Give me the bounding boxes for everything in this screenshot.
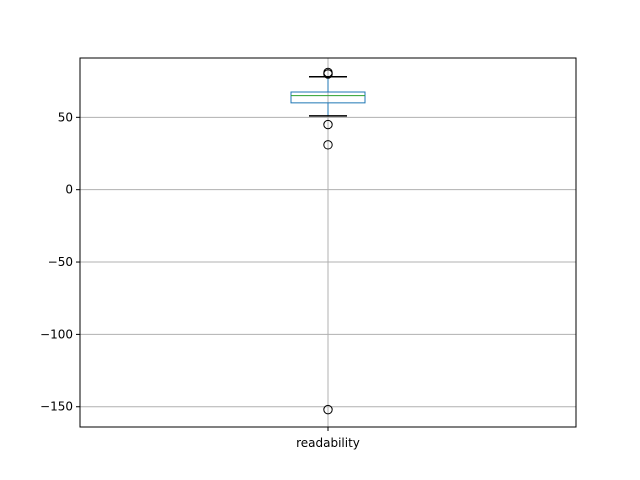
outlier-point xyxy=(323,140,333,150)
y-tick-label: −150 xyxy=(40,400,73,414)
y-tick-label: 0 xyxy=(65,183,73,197)
box-iqr xyxy=(290,91,366,104)
outlier-point xyxy=(323,69,333,79)
y-tick-label: −50 xyxy=(48,255,73,269)
outlier-point xyxy=(323,119,333,130)
outlier-point xyxy=(323,404,333,415)
plot-layer xyxy=(290,67,366,415)
x-tick-label: readability xyxy=(296,436,360,450)
y-tick-label: −100 xyxy=(40,327,73,341)
y-tick-label: 50 xyxy=(58,110,73,124)
axis-layer: 50 0 −50 −100 −150 readability xyxy=(40,110,360,450)
grid-layer xyxy=(80,58,576,427)
